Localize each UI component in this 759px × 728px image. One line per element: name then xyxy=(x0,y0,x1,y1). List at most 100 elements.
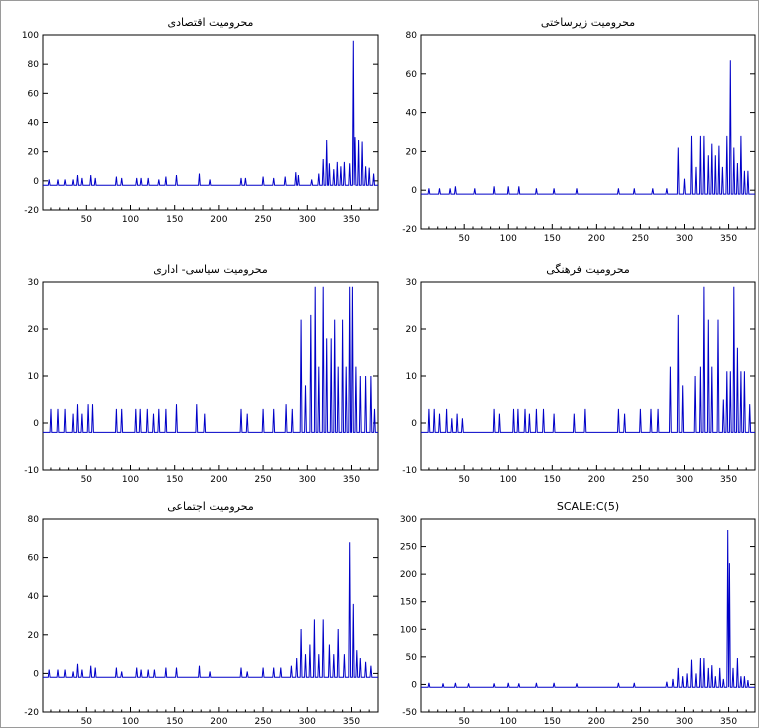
plot-frame xyxy=(42,518,379,713)
y-tick-label: 0 xyxy=(411,419,417,429)
x-tick-label: 150 xyxy=(166,475,183,485)
y-tick-label: 150 xyxy=(400,598,417,608)
panel-title: محرومیت اقتصادی xyxy=(168,16,254,29)
series-line xyxy=(421,60,755,195)
x-tick-label: 150 xyxy=(166,215,183,225)
y-tick-label: 60 xyxy=(28,554,40,564)
y-tick-label: 60 xyxy=(406,70,418,80)
x-tick-label: 200 xyxy=(210,475,227,485)
x-tick-label: 200 xyxy=(210,717,227,727)
series-line xyxy=(421,529,755,688)
x-tick-label: 250 xyxy=(254,717,271,727)
y-tick-label: -10 xyxy=(402,466,417,476)
x-tick-label: 350 xyxy=(720,717,737,727)
x-tick-label: 300 xyxy=(676,234,693,244)
x-tick-label: 350 xyxy=(343,215,360,225)
panel-title: محرومیت زیرساختی xyxy=(541,16,635,29)
y-tick-label: 60 xyxy=(28,89,40,99)
x-tick-label: 50 xyxy=(81,717,93,727)
panel-title: محرومیت اجتماعی xyxy=(167,500,254,513)
x-tick-label: 50 xyxy=(81,475,93,485)
x-tick-label: 50 xyxy=(458,717,470,727)
y-tick-label: 50 xyxy=(406,653,418,663)
panel-1: محرومیت اقتصادی -20 0 20 40 60 80 100 50 100 150 20… xyxy=(22,16,379,225)
y-tick-label: 100 xyxy=(400,625,417,635)
plot-frame xyxy=(42,281,379,471)
y-tick-label: 0 xyxy=(411,186,417,196)
series-line xyxy=(43,286,378,433)
y-tick-label: 0 xyxy=(411,680,417,690)
x-tick-label: 150 xyxy=(544,717,561,727)
series-line xyxy=(421,286,755,433)
y-tick-label: 20 xyxy=(28,148,40,158)
x-tick-label: 250 xyxy=(254,215,271,225)
y-tick-label: 300 xyxy=(400,515,417,525)
y-tick-label: 10 xyxy=(406,372,418,382)
x-tick-label: 50 xyxy=(458,234,470,244)
y-tick-label: 80 xyxy=(28,515,40,525)
series-line xyxy=(43,40,378,186)
y-tick-label: 0 xyxy=(33,419,39,429)
x-tick-label: 250 xyxy=(632,234,649,244)
plot-frame xyxy=(420,34,756,230)
panel-title: محرومیت فرهنگی xyxy=(546,263,630,276)
y-tick-label: 40 xyxy=(406,109,418,119)
y-tick-label: 250 xyxy=(400,543,417,553)
y-tick-label: -10 xyxy=(24,466,39,476)
x-tick-label: 150 xyxy=(544,475,561,485)
x-tick-label: 150 xyxy=(544,234,561,244)
x-tick-label: 100 xyxy=(122,215,139,225)
y-tick-label: 20 xyxy=(28,631,40,641)
y-tick-label: 10 xyxy=(28,372,40,382)
x-tick-label: 100 xyxy=(500,234,517,244)
y-tick-label: 0 xyxy=(33,177,39,187)
x-tick-label: 300 xyxy=(299,717,316,727)
panel-5: محرومیت اجتماعی -20 0 20 40 60 80 50 100 150 200 25… xyxy=(24,500,379,727)
y-tick-label: 80 xyxy=(406,31,418,41)
y-tick-label: 30 xyxy=(28,278,40,288)
x-tick-label: 50 xyxy=(81,215,93,225)
x-tick-label: 350 xyxy=(343,717,360,727)
panel-title: SCALE:C(5) xyxy=(557,500,619,513)
x-tick-label: 350 xyxy=(720,234,737,244)
panel-title: محرومیت سیاسی- اداری xyxy=(153,263,268,276)
panel-4: محرومیت فرهنگی -10 0 10 20 30 50 100 150 200 250 30… xyxy=(402,263,756,485)
y-tick-label: 30 xyxy=(406,278,418,288)
panel-3: محرومیت سیاسی- اداری -10 0 10 20 30 50 100 150 20… xyxy=(24,263,379,485)
panel-2: محرومیت زیرساختی -20 0 20 40 60 80 50 100 150 200 2… xyxy=(402,16,756,244)
x-tick-label: 300 xyxy=(676,475,693,485)
x-tick-label: 300 xyxy=(676,717,693,727)
x-tick-label: 100 xyxy=(122,475,139,485)
x-tick-label: 350 xyxy=(720,475,737,485)
y-tick-label: 40 xyxy=(28,592,40,602)
x-tick-label: 150 xyxy=(166,717,183,727)
y-tick-label: 20 xyxy=(406,325,418,335)
x-tick-label: 200 xyxy=(588,717,605,727)
y-tick-label: 100 xyxy=(22,31,39,41)
x-tick-label: 200 xyxy=(210,215,227,225)
x-tick-label: 250 xyxy=(254,475,271,485)
y-tick-label: -50 xyxy=(402,708,417,718)
series-line xyxy=(43,542,378,678)
panel-6: SCALE:C(5) -50 0 50 100 150 200 250 300 50 100 150 2… xyxy=(400,500,756,727)
x-tick-label: 100 xyxy=(500,717,517,727)
y-tick-label: 20 xyxy=(28,325,40,335)
x-tick-label: 200 xyxy=(588,475,605,485)
y-tick-label: -20 xyxy=(24,206,39,216)
x-tick-label: 50 xyxy=(458,475,470,485)
y-tick-label: 20 xyxy=(406,147,418,157)
x-tick-label: 300 xyxy=(299,215,316,225)
x-tick-label: 100 xyxy=(500,475,517,485)
y-tick-label: 40 xyxy=(28,119,40,129)
x-tick-label: 200 xyxy=(588,234,605,244)
y-tick-label: -20 xyxy=(24,708,39,718)
x-tick-label: 100 xyxy=(122,717,139,727)
x-tick-label: 250 xyxy=(632,717,649,727)
y-tick-label: 0 xyxy=(33,669,39,679)
x-tick-label: 250 xyxy=(632,475,649,485)
x-tick-label: 300 xyxy=(299,475,316,485)
y-tick-label: -20 xyxy=(402,225,417,235)
y-tick-label: 200 xyxy=(400,570,417,580)
